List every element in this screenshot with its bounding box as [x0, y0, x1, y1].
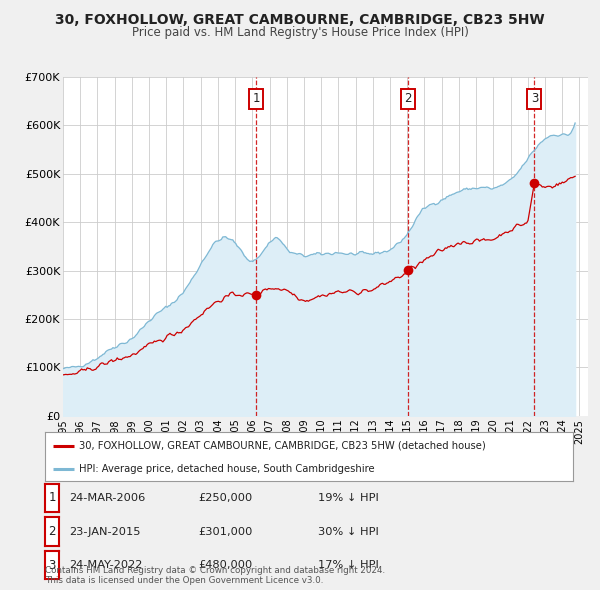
Text: £250,000: £250,000	[198, 493, 252, 503]
Text: Contains HM Land Registry data © Crown copyright and database right 2024.
This d: Contains HM Land Registry data © Crown c…	[45, 566, 385, 585]
Text: 19% ↓ HPI: 19% ↓ HPI	[318, 493, 379, 503]
Text: 24-MAR-2006: 24-MAR-2006	[69, 493, 145, 503]
Text: 23-JAN-2015: 23-JAN-2015	[69, 527, 140, 536]
Text: 24-MAY-2022: 24-MAY-2022	[69, 560, 142, 570]
Text: Price paid vs. HM Land Registry's House Price Index (HPI): Price paid vs. HM Land Registry's House …	[131, 26, 469, 39]
Text: 30, FOXHOLLOW, GREAT CAMBOURNE, CAMBRIDGE, CB23 5HW (detached house): 30, FOXHOLLOW, GREAT CAMBOURNE, CAMBRIDG…	[79, 441, 486, 451]
Text: £301,000: £301,000	[198, 527, 253, 536]
Text: 30, FOXHOLLOW, GREAT CAMBOURNE, CAMBRIDGE, CB23 5HW: 30, FOXHOLLOW, GREAT CAMBOURNE, CAMBRIDG…	[55, 13, 545, 27]
Text: 2: 2	[49, 525, 56, 538]
Text: HPI: Average price, detached house, South Cambridgeshire: HPI: Average price, detached house, Sout…	[79, 464, 375, 474]
Text: 17% ↓ HPI: 17% ↓ HPI	[318, 560, 379, 570]
Text: 30% ↓ HPI: 30% ↓ HPI	[318, 527, 379, 536]
Text: 1: 1	[253, 92, 260, 105]
Text: £480,000: £480,000	[198, 560, 252, 570]
Text: 3: 3	[531, 92, 538, 105]
Text: 3: 3	[49, 559, 56, 572]
Text: 1: 1	[49, 491, 56, 504]
Text: 2: 2	[404, 92, 412, 105]
